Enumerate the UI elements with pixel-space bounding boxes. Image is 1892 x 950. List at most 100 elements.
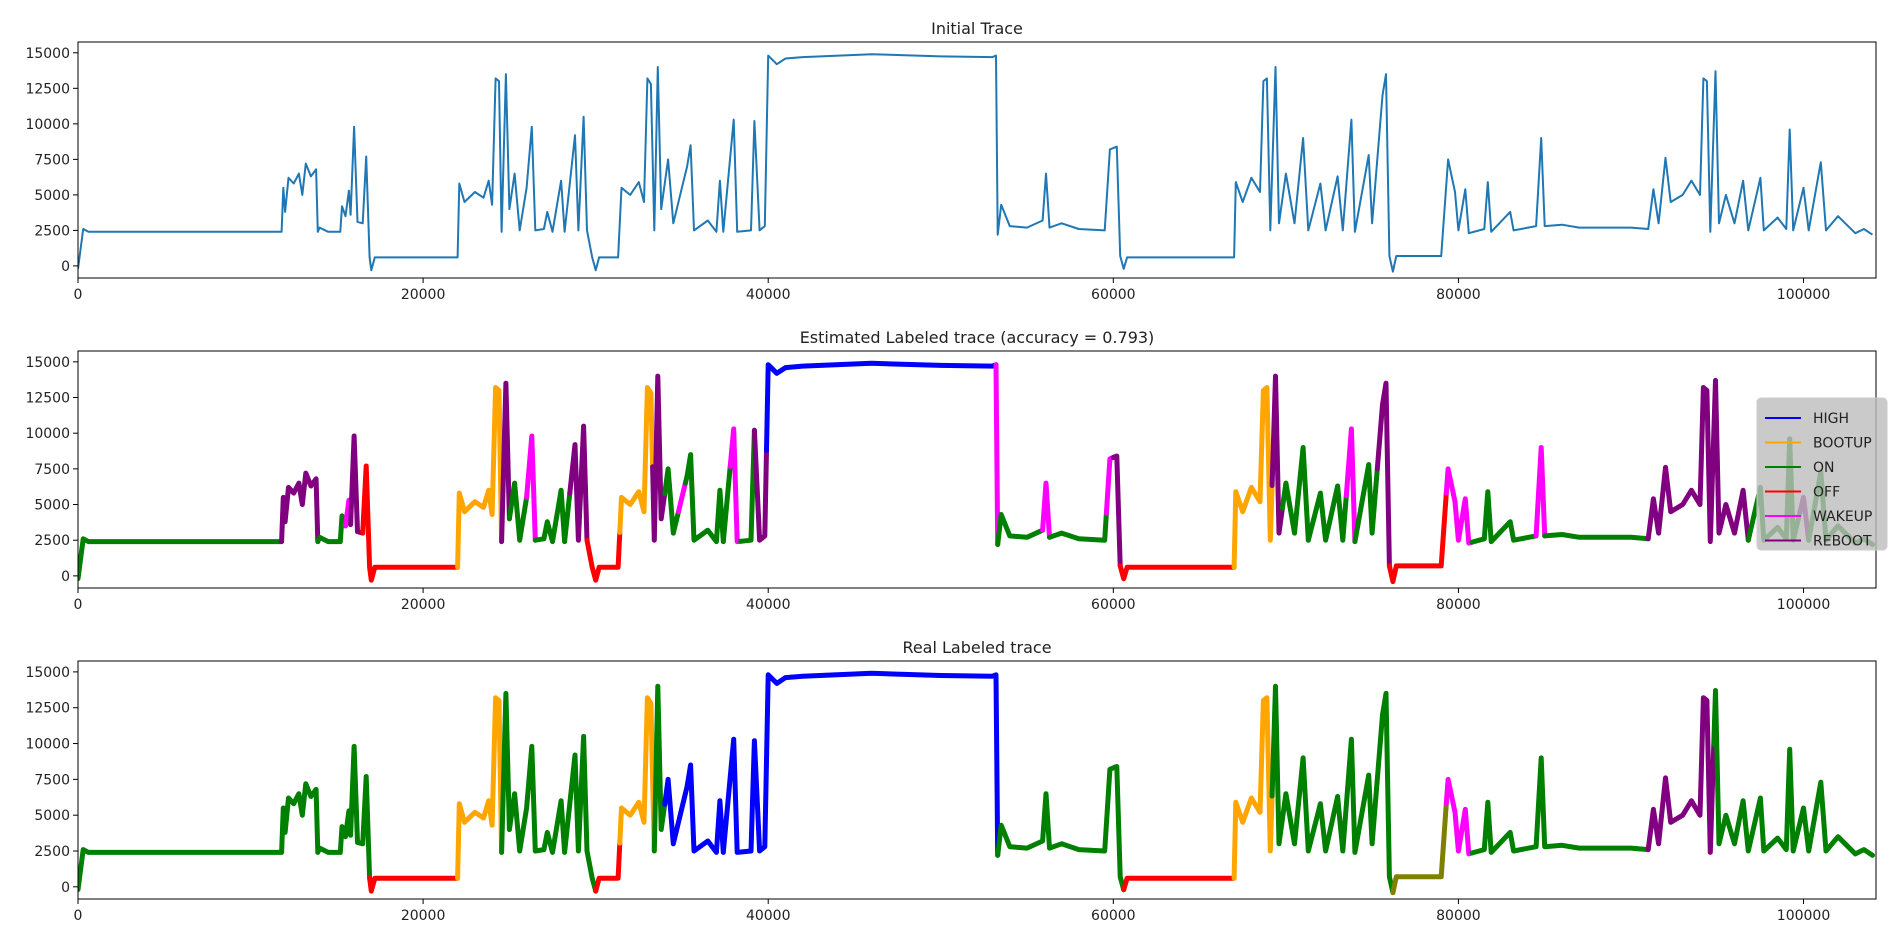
segment-wakeup xyxy=(524,433,538,543)
segment-reboot xyxy=(567,423,590,543)
segment-high xyxy=(764,360,999,453)
x-tick-label: 0 xyxy=(74,597,83,613)
y-tick-label: 12500 xyxy=(25,391,70,407)
x-tick-label: 80000 xyxy=(1436,908,1481,924)
y-tick-label: 10000 xyxy=(25,426,70,442)
segment-on xyxy=(682,452,733,545)
plot-area xyxy=(78,360,1875,585)
segment-wakeup xyxy=(1343,426,1358,545)
x-tick-label: 60000 xyxy=(1091,908,1136,924)
y-tick-label: 5000 xyxy=(34,498,70,514)
x-tick-label: 40000 xyxy=(746,287,791,303)
segment-on xyxy=(651,683,668,854)
plot-area xyxy=(78,53,1874,273)
y-tick-label: 15000 xyxy=(25,46,70,62)
segment-on xyxy=(1279,445,1349,543)
y-tick-label: 0 xyxy=(61,259,70,275)
axes-frame xyxy=(77,660,1877,900)
y-tick-label: 0 xyxy=(61,880,70,896)
y-tick-label: 12500 xyxy=(25,701,70,717)
y-tick-label: 5000 xyxy=(34,808,70,824)
axes-frame xyxy=(77,350,1877,589)
segment-reboot xyxy=(348,433,366,536)
axes-frame xyxy=(77,41,1877,279)
segment-on xyxy=(315,513,348,545)
segment-wakeup xyxy=(1443,776,1475,857)
segment-on xyxy=(78,536,285,582)
legend-label-bootup: BOOTUP xyxy=(1813,436,1872,452)
segment-reboot xyxy=(1269,373,1285,536)
segment-on xyxy=(1047,510,1109,543)
y-tick-label: 2500 xyxy=(34,223,70,239)
x-tick-label: 80000 xyxy=(1436,287,1481,303)
legend-box xyxy=(1756,397,1888,551)
segment-bootup xyxy=(1231,385,1275,570)
segment-reboot xyxy=(751,427,769,543)
segment-on xyxy=(1542,532,1651,542)
segment-off xyxy=(367,875,461,894)
segment-wakeup xyxy=(1103,454,1116,516)
segment-off xyxy=(1386,490,1449,585)
segment-wakeup xyxy=(1533,445,1548,539)
legend: HIGH BOOTUP ON OFF WAKEUP REBOOT xyxy=(1756,397,1888,551)
segment-unlegended xyxy=(1390,801,1449,896)
x-tick-label: 20000 xyxy=(401,908,446,924)
plot-area xyxy=(78,670,1875,896)
segment-reboot xyxy=(1110,453,1123,569)
y-tick-label: 2500 xyxy=(34,844,70,860)
subplot-3: Real Labeled trace 0 20000 40000 60000 80000 1… xyxy=(25,638,1877,924)
x-tick-label: 100000 xyxy=(1777,597,1830,613)
segment-off xyxy=(360,463,461,583)
segment-on xyxy=(506,480,530,543)
x-tick-label: 60000 xyxy=(1091,287,1136,303)
segment-bootup xyxy=(455,695,505,881)
segment-wakeup xyxy=(727,426,744,545)
segment-reboot xyxy=(279,470,321,545)
segment-wakeup xyxy=(993,362,1001,547)
y-tick-label: 7500 xyxy=(34,462,70,478)
segment-off xyxy=(593,840,623,894)
x-tick-label: 100000 xyxy=(1777,287,1830,303)
segment-on xyxy=(1352,462,1380,545)
x-tick-label: 20000 xyxy=(401,597,446,613)
segment-on xyxy=(738,427,757,544)
y-tick-label: 15000 xyxy=(25,665,70,681)
segment-bootup xyxy=(1231,695,1275,881)
segment-on xyxy=(995,764,1127,893)
segment-on xyxy=(995,512,1046,547)
segment-on xyxy=(662,466,681,536)
x-tick-label: 80000 xyxy=(1436,597,1481,613)
y-tick-label: 7500 xyxy=(34,772,70,788)
segment-off xyxy=(1117,563,1237,582)
y-tick-label: 7500 xyxy=(34,152,70,168)
subplot-title: Real Labeled trace xyxy=(902,638,1051,657)
segment-bootup xyxy=(617,385,656,535)
legend-label-high: HIGH xyxy=(1813,411,1849,427)
segment-off xyxy=(1121,875,1237,893)
segment-high xyxy=(662,670,1001,858)
x-tick-label: 40000 xyxy=(746,597,791,613)
segment-off xyxy=(584,529,623,583)
y-tick-label: 2500 xyxy=(34,533,70,549)
y-tick-label: 10000 xyxy=(25,117,70,133)
trace-line xyxy=(78,53,1874,273)
x-tick-label: 60000 xyxy=(1091,597,1136,613)
x-tick-label: 0 xyxy=(74,287,83,303)
segment-wakeup xyxy=(676,480,688,515)
segment-on xyxy=(1711,688,1875,858)
legend-label-reboot: REBOOT xyxy=(1813,534,1872,550)
legend-label-off: OFF xyxy=(1813,485,1840,501)
y-tick-label: 15000 xyxy=(25,355,70,371)
segment-on xyxy=(78,743,373,893)
subplot-2: Estimated Labeled trace (accuracy = 0.79… xyxy=(25,328,1888,613)
segment-reboot xyxy=(650,373,668,543)
y-tick-label: 5000 xyxy=(34,188,70,204)
segment-wakeup xyxy=(1443,466,1475,546)
segment-on xyxy=(1469,489,1539,545)
segment-reboot xyxy=(499,380,512,545)
y-tick-label: 0 xyxy=(61,569,70,585)
segment-on xyxy=(499,690,599,894)
segment-wakeup xyxy=(1040,480,1052,540)
